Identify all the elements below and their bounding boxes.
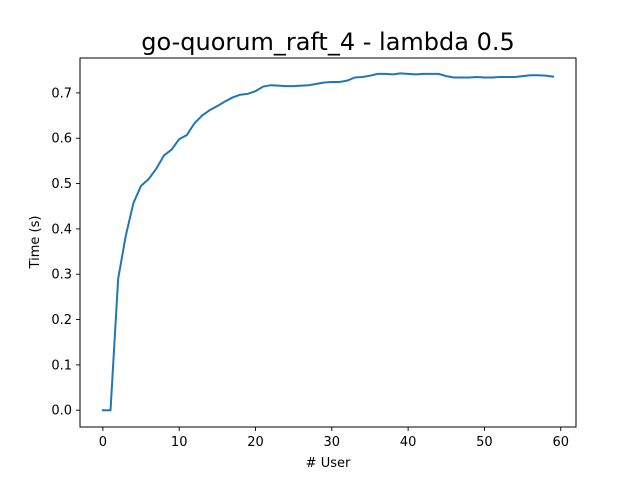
y-tick-label: 0.7 bbox=[51, 86, 72, 101]
plot-area: 0 10 20 30 40 50 60 0.0 0.1 0.2 0.3 0.4 0.5 0.6 0.7 bbox=[51, 72, 569, 450]
y-tick-label: 0.5 bbox=[51, 177, 72, 192]
x-tick-label: 20 bbox=[247, 435, 264, 450]
y-tick-label: 0.4 bbox=[51, 222, 72, 237]
x-tick-label: 30 bbox=[324, 435, 341, 450]
x-axis-label: # User bbox=[306, 456, 351, 471]
plot-frame bbox=[79, 57, 577, 428]
y-tick-label: 0.3 bbox=[51, 268, 72, 283]
y-tick-label: 0.1 bbox=[51, 358, 72, 373]
x-tick-label: 50 bbox=[476, 435, 493, 450]
y-tick-label: 0.2 bbox=[51, 313, 72, 328]
x-tick-label: 0 bbox=[99, 435, 107, 450]
x-tick-label: 60 bbox=[552, 435, 569, 450]
chart-title: go-quorum_raft_4 - lambda 0.5 bbox=[141, 28, 515, 56]
series-line bbox=[101, 72, 555, 412]
y-tick-label: 0.0 bbox=[51, 404, 72, 419]
x-tick-label: 40 bbox=[400, 435, 417, 450]
x-tick-label: 10 bbox=[171, 435, 188, 450]
y-tick-label: 0.6 bbox=[51, 132, 72, 147]
y-axis-label: Time (s) bbox=[28, 216, 43, 270]
